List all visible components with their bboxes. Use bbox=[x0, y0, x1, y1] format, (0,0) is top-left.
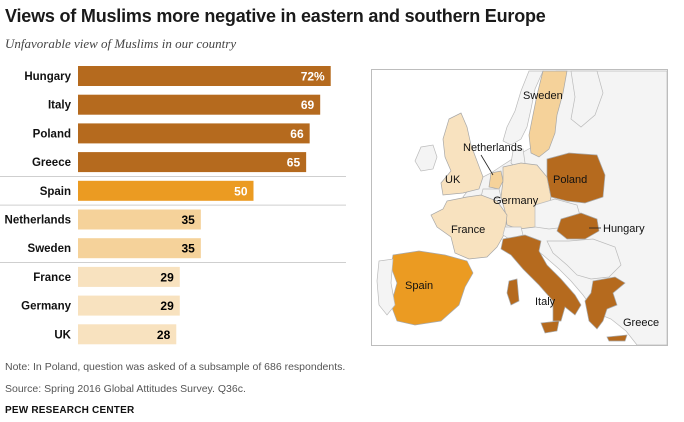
map-label-spain: Spain bbox=[405, 280, 433, 292]
map-label-poland: Poland bbox=[553, 174, 587, 186]
brand-label: PEW RESEARCH CENTER bbox=[5, 405, 135, 416]
category-label: Italy bbox=[48, 100, 72, 112]
value-label: 65 bbox=[287, 156, 301, 170]
value-label: 72% bbox=[301, 70, 325, 84]
value-label: 28 bbox=[157, 328, 171, 342]
category-label: France bbox=[33, 272, 71, 284]
map-label-france: France bbox=[451, 224, 485, 236]
category-label: Sweden bbox=[28, 243, 71, 255]
map-country-sweden bbox=[528, 70, 568, 158]
source-note: Source: Spring 2016 Global Attitudes Sur… bbox=[5, 383, 246, 395]
bar-france bbox=[78, 266, 180, 287]
map-country-ireland bbox=[414, 144, 438, 172]
category-label: Germany bbox=[21, 301, 71, 313]
map-country-italy bbox=[500, 234, 582, 322]
map-country-greece bbox=[584, 276, 626, 330]
value-label: 29 bbox=[160, 270, 174, 284]
bar-uk bbox=[78, 324, 177, 345]
value-label: 35 bbox=[181, 213, 195, 227]
map-country-portugal bbox=[376, 258, 396, 316]
map-country-sardinia bbox=[506, 278, 520, 306]
map-label-uk: UK bbox=[445, 174, 461, 186]
map-country-finland bbox=[570, 70, 604, 128]
map-country-spain bbox=[390, 250, 474, 326]
map-country-balkans bbox=[546, 238, 622, 280]
bar-greece bbox=[78, 152, 307, 173]
map-label-sweden: Sweden bbox=[523, 90, 563, 102]
chart-subtitle: Unfavorable view of Muslims in our count… bbox=[5, 36, 237, 51]
category-label: UK bbox=[54, 329, 71, 341]
bar-italy bbox=[78, 94, 321, 115]
map-country-sicily bbox=[540, 320, 560, 334]
map-label-germany: Germany bbox=[493, 195, 539, 207]
category-label: Greece bbox=[32, 157, 71, 169]
map-label-greece: Greece bbox=[623, 317, 659, 329]
map-country-uk bbox=[440, 112, 484, 196]
map-country-netherlands bbox=[488, 170, 504, 190]
chart-title: Views of Muslims more negative in easter… bbox=[5, 6, 546, 26]
bar-germany bbox=[78, 295, 180, 316]
category-label: Poland bbox=[33, 128, 71, 140]
bar-chart: Hungary 72% Italy 69 Poland 66 Greece 65 Spain 50… bbox=[0, 66, 346, 345]
netherlands-leader-line bbox=[480, 154, 494, 176]
map-label-hungary: Hungary bbox=[603, 223, 645, 235]
category-label: Spain bbox=[40, 186, 71, 198]
bar-netherlands bbox=[78, 209, 201, 230]
bar-spain bbox=[78, 180, 254, 201]
bar-poland bbox=[78, 123, 310, 144]
value-label: 29 bbox=[160, 299, 174, 313]
map-country-poland bbox=[546, 152, 606, 204]
value-label: 50 bbox=[234, 184, 248, 198]
value-label: 69 bbox=[301, 98, 315, 112]
map-country-hungary bbox=[556, 212, 600, 240]
map-label-italy: Italy bbox=[535, 296, 556, 308]
value-label: 66 bbox=[290, 127, 304, 141]
map-country-norway bbox=[502, 70, 544, 146]
footnote: Note: In Poland, question was asked of a… bbox=[5, 361, 346, 373]
bar-hungary bbox=[78, 66, 331, 86]
category-label: Netherlands bbox=[5, 215, 71, 227]
bar-sweden bbox=[78, 238, 201, 259]
category-label: Hungary bbox=[24, 71, 71, 83]
map-country-crete bbox=[606, 334, 628, 342]
europe-map: Sweden Netherlands UK Poland Germany Fra… bbox=[371, 69, 668, 346]
map-label-netherlands: Netherlands bbox=[463, 142, 523, 154]
value-label: 35 bbox=[181, 242, 195, 256]
map-country-france bbox=[430, 194, 508, 260]
